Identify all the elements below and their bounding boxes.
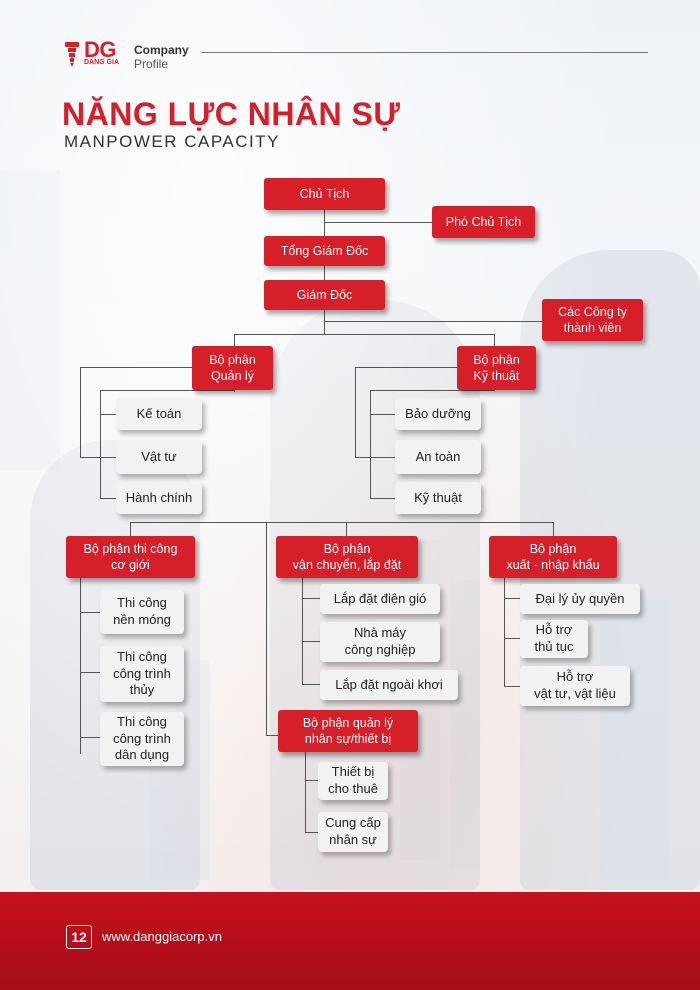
- org-pho-chu-tich: Phó Chủ Tịch: [432, 206, 535, 238]
- org-dai-ly-uy-quyen: Đại lý ủy quyền: [520, 584, 640, 614]
- org-bp-nhan-su: Bộ phận quản lý nhân sự/thiết bị: [278, 710, 418, 752]
- org-thi-cong-cong-trinh-thuy: Thi công công trình thủy: [100, 646, 184, 702]
- org-cung-cap-nhan-su: Cung cấp nhân sự: [318, 812, 388, 852]
- footer-bar: [0, 892, 700, 990]
- header-company: Company: [134, 43, 189, 57]
- org-an-toan: An toàn: [395, 440, 481, 474]
- logo-text: DG: [84, 37, 117, 62]
- org-thiet-bi-cho-thue: Thiết bị cho thuê: [318, 762, 388, 800]
- org-thi-cong-nen-mong: Thi công nền móng: [100, 590, 184, 634]
- page-number: 12: [66, 925, 92, 949]
- org-bp-ky-thuat: Bộ phận Kỹ thuật: [457, 346, 536, 390]
- website-link[interactable]: www.danggiacorp.vn: [102, 929, 222, 944]
- org-bp-thi-cong: Bộ phận thi công cơ giới: [66, 536, 195, 578]
- org-bao-duong: Bảo dưỡng: [395, 398, 481, 430]
- org-thi-cong-cong-trinh-dan-dung: Thi công công trình dân dụng: [100, 712, 184, 766]
- org-nha-may-cong-nghiep: Nhà máy công nghiệp: [320, 622, 440, 662]
- org-ky-thuat: Kỹ thuật: [395, 482, 481, 514]
- org-giam-doc: Giám Đốc: [264, 280, 385, 310]
- org-bp-van-chuyen: Bộ phận vận chuyển, lắp đặt: [276, 536, 418, 578]
- logo-subtext: DANG GIA: [84, 59, 119, 66]
- org-hanh-chinh: Hành chính: [116, 482, 202, 514]
- company-logo: DG DANG GIA: [62, 37, 132, 70]
- org-chu-tich: Chủ Tịch: [264, 178, 385, 210]
- page-subtitle: MANPOWER CAPACITY: [64, 132, 280, 151]
- org-ho-tro-vat-tu: Hỗ trợ vật tư, vật liệu: [520, 666, 630, 706]
- org-vat-tu: Vật tư: [116, 440, 202, 474]
- org-lap-dat-ngoai-khoi: Lắp đặt ngoài khơi: [320, 670, 458, 700]
- org-ho-tro-thu-tuc: Hỗ trợ thủ tục: [520, 620, 588, 658]
- header-divider: [202, 52, 648, 53]
- org-bp-xuat-nhap: Bộ phận xuất - nhập khẩu: [489, 536, 617, 578]
- org-cac-cong-ty: Các Công ty thành viên: [542, 299, 643, 341]
- page-title: NĂNG LỰC NHÂN SỰ: [62, 96, 401, 132]
- org-bp-quan-ly: Bộ phận Quản lý: [192, 346, 273, 390]
- header-profile: Profile: [134, 57, 169, 71]
- org-ke-toan: Kế toán: [116, 398, 202, 430]
- org-lap-dat-dien-gio: Lắp đặt điện gió: [320, 584, 440, 614]
- org-tong-giam-doc: Tổng Giám Đốc: [264, 236, 385, 266]
- drill-icon: [65, 42, 79, 67]
